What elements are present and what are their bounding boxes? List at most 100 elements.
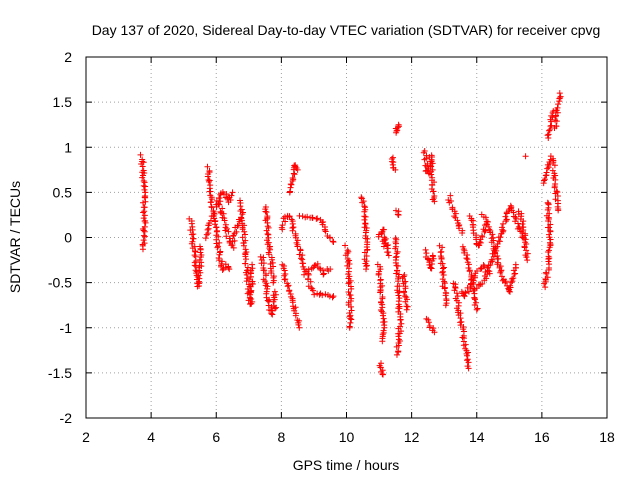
data-point (541, 177, 548, 184)
y-tick-label: 0.5 (53, 184, 73, 200)
data-point (204, 163, 211, 170)
data-point (188, 240, 195, 247)
data-point (240, 240, 247, 247)
data-point (551, 184, 558, 191)
data-point (298, 255, 305, 262)
data-point (552, 117, 559, 124)
data-point (479, 280, 486, 287)
data-point (375, 271, 382, 278)
data-point (426, 324, 433, 331)
data-point (262, 208, 269, 215)
data-point (198, 252, 205, 259)
data-point (226, 266, 233, 273)
data-point (271, 305, 278, 312)
data-point (309, 214, 316, 221)
data-point (550, 159, 557, 166)
data-point (482, 269, 489, 276)
data-point (196, 243, 203, 250)
data-point (500, 220, 507, 227)
data-point (242, 253, 249, 260)
data-point (194, 283, 201, 290)
data-point (278, 224, 285, 231)
data-point (502, 279, 509, 286)
data-point (545, 217, 552, 224)
data-point (420, 149, 427, 156)
data-point (439, 268, 446, 275)
data-points (137, 90, 564, 378)
data-point (263, 209, 270, 216)
data-point (546, 126, 553, 133)
data-point (471, 301, 478, 308)
data-point (348, 285, 355, 292)
data-point (204, 173, 211, 180)
data-point (396, 305, 403, 312)
y-tick-label: 1.5 (53, 94, 73, 110)
data-point (320, 270, 327, 277)
data-point (550, 108, 557, 115)
data-point (507, 282, 514, 289)
data-point (542, 284, 549, 291)
data-point (313, 215, 320, 222)
data-point (223, 233, 230, 240)
data-point (470, 288, 477, 295)
data-point (500, 227, 507, 234)
data-point (545, 258, 552, 265)
data-point (292, 312, 299, 319)
data-point (461, 293, 468, 300)
data-point (379, 338, 386, 345)
data-point (216, 194, 223, 201)
data-point (139, 163, 146, 170)
data-point (216, 257, 223, 264)
data-point (438, 255, 445, 262)
x-axis-label: GPS time / hours (293, 457, 400, 473)
data-point (227, 197, 234, 204)
data-point (399, 275, 406, 282)
data-point (305, 270, 312, 277)
data-point (392, 245, 399, 252)
data-point (205, 178, 212, 185)
data-point (398, 320, 405, 327)
data-point (141, 208, 148, 215)
data-point (347, 319, 354, 326)
data-point (454, 217, 461, 224)
y-tick-label: -1.5 (48, 365, 72, 381)
data-point (544, 132, 551, 139)
data-point (541, 176, 548, 183)
data-point (393, 351, 400, 358)
data-point (316, 265, 323, 272)
data-point (310, 287, 317, 294)
data-point (474, 305, 481, 312)
data-point (211, 211, 218, 218)
data-point (327, 266, 334, 273)
data-point (445, 196, 452, 203)
data-point (207, 217, 214, 224)
data-point (299, 260, 306, 267)
data-point (394, 267, 401, 274)
data-point (547, 228, 554, 235)
x-tick-label: 8 (277, 429, 285, 445)
data-point (320, 271, 327, 278)
data-point (361, 249, 368, 256)
data-point (211, 221, 218, 228)
data-point (393, 253, 400, 260)
data-point (482, 214, 489, 221)
data-point (466, 268, 473, 275)
x-tick-label: 18 (599, 429, 615, 445)
data-point (142, 183, 149, 190)
x-tick-label: 4 (147, 429, 155, 445)
data-point (285, 282, 292, 289)
data-point (490, 253, 497, 260)
data-point (204, 226, 211, 233)
y-tick-labels: -2 -1.5 -1 -0.5 0 0.5 1 1.5 2 (48, 49, 72, 426)
data-point (225, 228, 232, 235)
data-point (242, 260, 249, 267)
data-point (481, 263, 488, 270)
data-point (379, 295, 386, 302)
data-point (358, 194, 365, 201)
data-point (487, 262, 494, 269)
data-point (428, 163, 435, 170)
data-point (291, 171, 298, 178)
data-point (495, 234, 502, 241)
data-point (477, 265, 484, 272)
